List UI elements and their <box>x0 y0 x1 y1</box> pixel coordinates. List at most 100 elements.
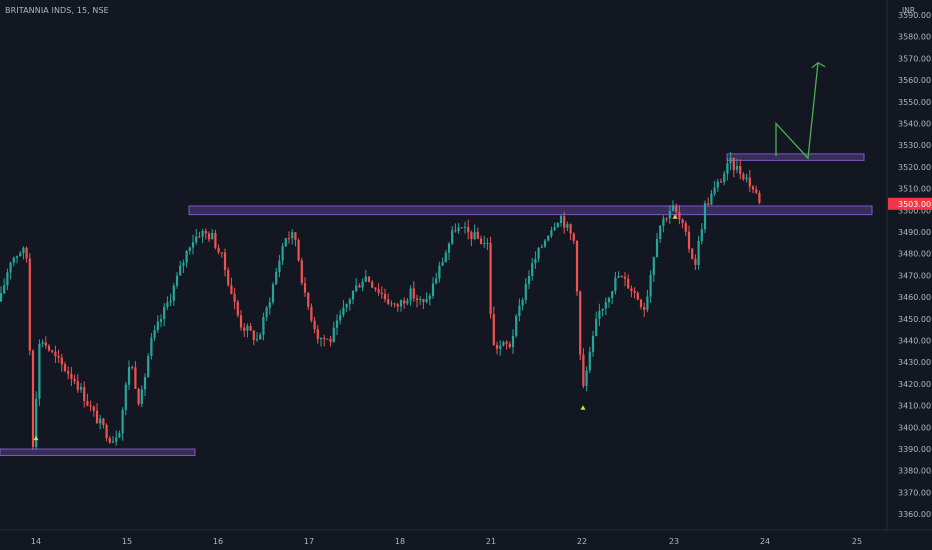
candle <box>159 314 163 328</box>
candle-body <box>575 240 579 292</box>
candle <box>681 218 684 229</box>
candle-body <box>166 302 169 307</box>
candle-body <box>732 157 735 170</box>
candle <box>361 278 364 292</box>
candle <box>60 353 63 372</box>
candle-body <box>585 370 588 386</box>
candle <box>633 287 636 299</box>
time-tick-label: 22 <box>577 537 587 546</box>
candle <box>319 337 323 347</box>
candle <box>415 294 419 308</box>
candle <box>28 253 31 356</box>
candle <box>476 227 479 240</box>
candle-body <box>457 227 460 232</box>
candle-body <box>745 177 748 180</box>
projection-arrowhead <box>811 61 826 69</box>
candle-body <box>505 341 508 344</box>
candle-body <box>89 405 92 407</box>
candle-body <box>412 288 415 299</box>
candle <box>399 299 403 312</box>
price-tick-label: 3440.00 <box>898 337 931 346</box>
symbol-title[interactable]: BRITANNIA INDS, 15, NSE <box>5 6 109 15</box>
time-tick-label: 15 <box>122 537 132 546</box>
price-tick-label: 3550.00 <box>898 98 931 107</box>
candle <box>604 297 607 316</box>
candle <box>239 310 243 331</box>
time-axis[interactable]: 14 15 16 17 18 21 22 23 24 25 <box>0 529 932 546</box>
candle <box>700 223 703 245</box>
candle <box>115 430 118 446</box>
candle <box>671 200 675 212</box>
candle-body <box>137 388 140 405</box>
candle <box>163 303 166 327</box>
candle <box>41 339 44 348</box>
candle-body <box>329 338 332 342</box>
candle <box>351 290 355 305</box>
candle-body <box>63 364 67 372</box>
candle-body <box>643 306 646 310</box>
candle-body <box>335 320 339 328</box>
candle-body <box>179 265 182 276</box>
candle-body <box>105 425 108 439</box>
candle-body <box>428 295 431 299</box>
projection-path <box>775 62 819 160</box>
candle <box>431 277 435 299</box>
zone-support <box>0 448 196 457</box>
candle-body <box>623 276 627 279</box>
signal-marker <box>672 214 678 219</box>
candle-body <box>521 299 524 306</box>
candle-body <box>255 339 259 341</box>
candle <box>259 332 262 340</box>
price-tick-label: 3590.00 <box>898 11 931 20</box>
candle-body <box>92 406 95 411</box>
candle <box>387 293 390 306</box>
candle <box>3 278 6 295</box>
candle <box>156 315 159 333</box>
candle <box>457 222 460 234</box>
candle <box>524 277 527 304</box>
candle <box>470 230 473 247</box>
candle-body <box>719 181 723 183</box>
candle <box>483 235 486 248</box>
candle-body <box>383 293 387 300</box>
candle <box>223 248 227 277</box>
candle-body <box>723 173 726 183</box>
candle-body <box>655 238 659 258</box>
candle-body <box>627 278 630 289</box>
candle-body <box>419 299 422 301</box>
candle-body <box>649 274 652 297</box>
candle <box>620 275 623 278</box>
candle-body <box>438 265 441 279</box>
candle <box>723 170 726 186</box>
candle <box>713 180 716 197</box>
candle <box>748 169 751 192</box>
candle <box>511 329 515 354</box>
candle-body <box>617 276 620 278</box>
candle <box>428 293 431 306</box>
candle <box>188 246 191 255</box>
candle <box>627 274 630 289</box>
candle-body <box>675 205 678 213</box>
candle <box>246 323 249 338</box>
candle-body <box>191 242 195 248</box>
candle-body <box>431 283 435 296</box>
candle <box>127 360 131 390</box>
currency-label: INR <box>902 6 916 15</box>
candle <box>406 297 409 306</box>
candle <box>150 333 153 360</box>
candle-body <box>3 285 6 294</box>
candle-body <box>140 389 143 405</box>
candle-body <box>566 224 569 228</box>
candle <box>191 234 195 255</box>
candle-body <box>444 252 447 263</box>
candle <box>735 158 739 174</box>
candle <box>585 366 588 392</box>
price-tick-label: 3390.00 <box>898 445 931 454</box>
candle-body <box>399 300 403 307</box>
price-axis[interactable]: 3360.00 3370.00 3380.00 3390.00 3400.00 3410.… <box>886 0 931 530</box>
candle-body <box>31 350 35 447</box>
candle-body <box>201 230 204 237</box>
candle-body <box>489 242 492 314</box>
